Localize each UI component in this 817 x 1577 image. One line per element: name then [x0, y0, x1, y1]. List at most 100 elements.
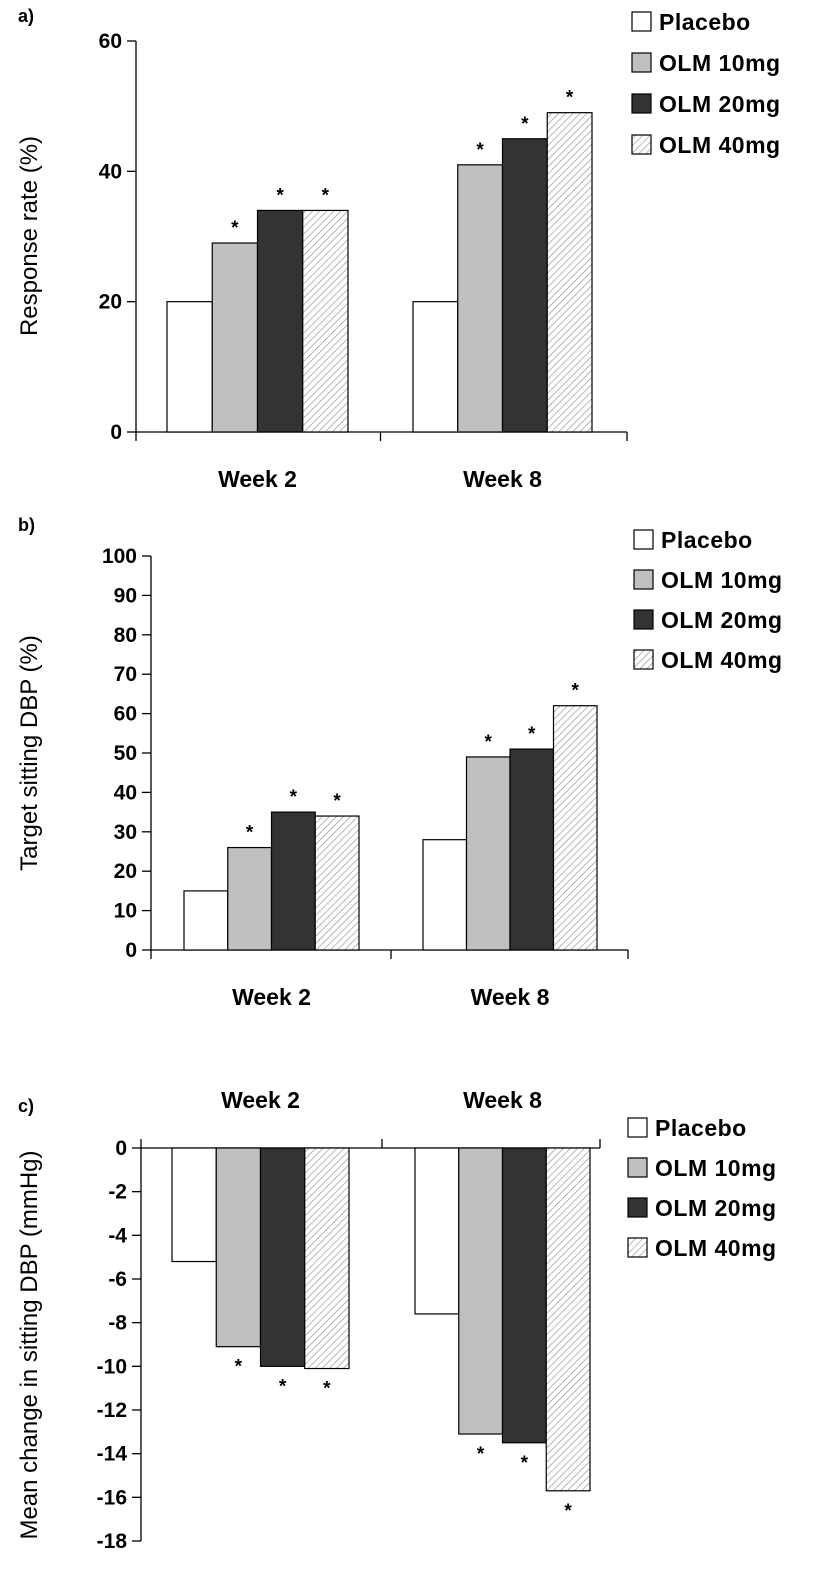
y-tick-label: 90	[114, 584, 137, 607]
bar-week-8-olm-20mg	[501, 138, 548, 433]
y-tick-label: 60	[114, 703, 137, 726]
category-label-week-8: Week 8	[471, 984, 550, 1010]
legend-swatch-olm-10mg	[631, 52, 652, 73]
significance-marker: *	[276, 185, 284, 206]
y-tick-label: 40	[114, 781, 137, 804]
y-tick-label: -10	[97, 1355, 127, 1378]
legend-label-olm-40mg: OLM 40mg	[655, 1235, 777, 1261]
category-label-week-8: Week 8	[463, 1087, 542, 1113]
y-tick-label: 10	[114, 900, 137, 923]
y-tick-label: 30	[114, 821, 137, 844]
significance-marker: *	[572, 681, 580, 702]
chart-panel-2: b) Target sitting DBP (%) 0 10 20 30 40 50 60 70 8…	[16, 515, 783, 1010]
legend-swatch-olm-20mg	[633, 609, 654, 630]
bar-week-2-placebo	[166, 301, 213, 433]
y-tick-label: -8	[108, 1312, 127, 1335]
legend-swatch-placebo	[631, 11, 652, 32]
bar-week-2-olm-20mg	[256, 209, 304, 433]
y-tick-label: -18	[97, 1530, 128, 1553]
chart-panel-3: c) Mean change in sitting DBP (mmHg) 0 -2 -4…	[16, 1087, 777, 1553]
bar-week-8-olm-10mg	[465, 756, 511, 951]
panel-label: b)	[18, 515, 35, 535]
significance-marker: *	[564, 1501, 572, 1522]
y-tick-label: 60	[99, 30, 122, 53]
significance-marker: *	[290, 787, 298, 808]
bar-week-2-olm-10mg	[215, 1147, 262, 1348]
bar-week-8-placebo	[414, 1147, 460, 1315]
y-tick-label: -4	[108, 1224, 127, 1247]
legend-swatch-placebo	[633, 529, 654, 550]
y-tick-label: 20	[114, 860, 137, 883]
y-tick-label: -6	[108, 1268, 127, 1291]
legend-label-placebo: Placebo	[661, 527, 753, 553]
y-tick-label: 40	[99, 160, 122, 183]
bar-week-2-olm-40mg	[302, 209, 349, 433]
legend-swatch-olm-40mg	[633, 649, 654, 670]
bar-week-2-olm-20mg	[259, 1147, 306, 1367]
legend-label-olm-20mg: OLM 20mg	[659, 91, 781, 117]
legend: Placebo OLM 10mg OLM 20mg OLM 40mg	[633, 527, 783, 673]
significance-marker: *	[485, 732, 493, 753]
y-axis-title: Mean change in sitting DBP (mmHg)	[16, 1150, 43, 1539]
chart-panel-1: a) Response rate (%) 0 20 40 60 * * * Week 2 * * * We…	[16, 6, 781, 492]
legend-swatch-olm-10mg	[627, 1157, 648, 1178]
significance-marker: *	[279, 1376, 287, 1397]
legend-label-olm-40mg: OLM 40mg	[659, 132, 781, 158]
significance-marker: *	[235, 1357, 243, 1378]
significance-marker: *	[528, 724, 536, 745]
bar-week-2-olm-20mg	[270, 811, 316, 951]
legend-label-olm-10mg: OLM 10mg	[655, 1155, 777, 1181]
category-label-week-2: Week 2	[232, 984, 311, 1010]
bar-week-8-placebo	[412, 301, 459, 433]
bar-week-8-olm-40mg	[552, 705, 598, 951]
significance-marker: *	[231, 218, 239, 239]
bar-week-8-olm-40mg	[545, 1147, 591, 1492]
significance-marker: *	[476, 140, 484, 161]
y-tick-label: 70	[114, 663, 137, 686]
category-label-week-2: Week 2	[221, 1087, 300, 1113]
legend: Placebo OLM 10mg OLM 20mg OLM 40mg	[627, 1115, 777, 1261]
category-label-week-2: Week 2	[218, 466, 297, 492]
bar-week-2-placebo	[183, 890, 229, 951]
significance-marker: *	[333, 791, 341, 812]
y-tick-label: 100	[102, 545, 137, 568]
bar-week-2-olm-10mg	[211, 242, 259, 433]
y-tick-label: -16	[97, 1486, 127, 1509]
bar-week-2-olm-40mg	[314, 815, 360, 951]
legend-label-olm-10mg: OLM 10mg	[661, 567, 783, 593]
y-tick-label: -12	[97, 1399, 127, 1422]
y-tick-label: -2	[108, 1181, 127, 1204]
significance-marker: *	[246, 823, 254, 844]
y-tick-label: 80	[114, 624, 137, 647]
bar-week-2-olm-40mg	[304, 1147, 350, 1370]
bar-week-8-olm-10mg	[457, 164, 504, 433]
y-tick-label: 0	[115, 1137, 127, 1160]
bar-week-2-olm-10mg	[227, 846, 273, 951]
legend-label-placebo: Placebo	[659, 9, 751, 35]
bar-week-8-olm-20mg	[501, 1147, 547, 1444]
y-tick-label: 20	[99, 291, 122, 314]
legend: Placebo OLM 10mg OLM 20mg OLM 40mg	[631, 9, 781, 158]
bar-week-8-olm-20mg	[509, 748, 555, 951]
y-axis-title: Target sitting DBP (%)	[16, 635, 43, 871]
legend-swatch-olm-20mg	[631, 93, 652, 114]
significance-marker: *	[521, 1453, 529, 1474]
legend-label-olm-10mg: OLM 10mg	[659, 50, 781, 76]
y-tick-label: 0	[125, 939, 137, 962]
legend-swatch-olm-10mg	[633, 569, 654, 590]
bar-week-8-olm-10mg	[458, 1147, 504, 1435]
panel-label: a)	[18, 6, 34, 26]
significance-marker: *	[322, 185, 330, 206]
legend-swatch-placebo	[627, 1117, 648, 1138]
y-axis-title: Response rate (%)	[16, 136, 43, 336]
significance-marker: *	[323, 1379, 331, 1400]
y-tick-label: 50	[114, 742, 137, 765]
bar-week-8-placebo	[422, 839, 468, 951]
y-tick-label: 0	[110, 421, 122, 444]
legend-swatch-olm-20mg	[627, 1197, 648, 1218]
significance-marker: *	[566, 88, 574, 109]
y-tick-label: -14	[97, 1443, 128, 1466]
bar-week-2-placebo	[171, 1147, 217, 1263]
panel-label: c)	[18, 1096, 34, 1116]
